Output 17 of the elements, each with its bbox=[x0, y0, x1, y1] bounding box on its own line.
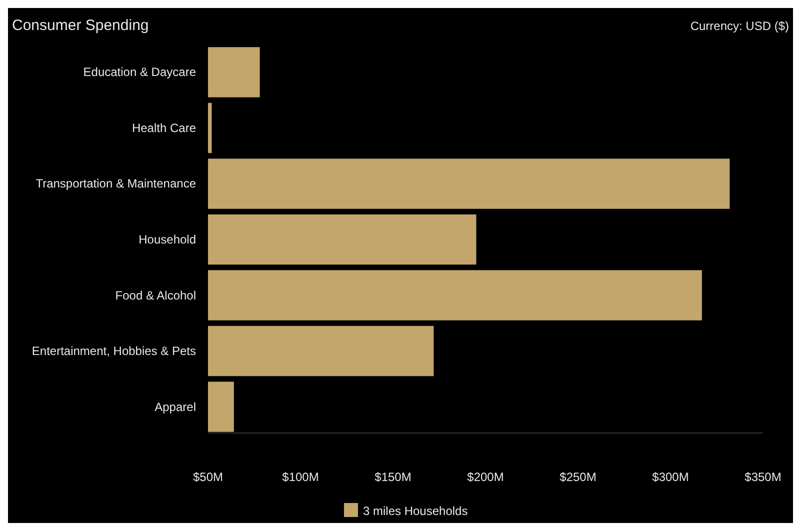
y-tick-label: Entertainment, Hobbies & Pets bbox=[32, 344, 196, 358]
x-tick-label: $50M bbox=[192, 470, 224, 484]
x-tick-label: $100M bbox=[282, 470, 319, 484]
x-tick-label: $350M bbox=[744, 470, 782, 484]
y-tick-label: Health Care bbox=[132, 120, 196, 135]
text: Consumer Spending bbox=[12, 17, 149, 34]
x-tick-label: $250M bbox=[560, 470, 596, 484]
x-tick-label: $300M bbox=[652, 470, 689, 484]
x-tick-label: $150M bbox=[374, 470, 412, 484]
legend-label: 3 miles Households bbox=[363, 504, 468, 518]
y-tick-label: Household bbox=[138, 232, 196, 246]
y-tick-label: Food & Alcohol bbox=[115, 288, 196, 302]
text: Currency: USD ($) bbox=[690, 19, 789, 33]
x-tick-label: $200M bbox=[467, 470, 504, 484]
y-tick-label: Education & Daycare bbox=[83, 65, 196, 80]
y-tick-label: Transportation & Maintenance bbox=[36, 176, 196, 191]
y-tick-label: Apparel bbox=[154, 400, 196, 414]
